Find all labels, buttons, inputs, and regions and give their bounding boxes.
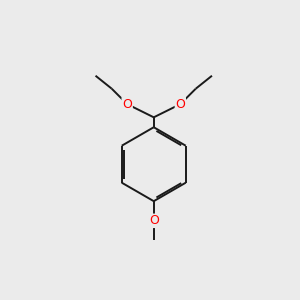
Text: O: O <box>149 214 159 227</box>
Text: O: O <box>176 98 185 111</box>
Text: O: O <box>122 98 132 111</box>
